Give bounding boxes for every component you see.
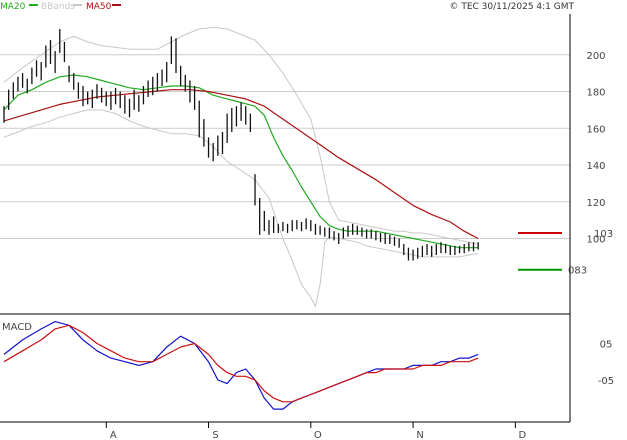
time-tick-label: D (518, 430, 526, 440)
price-tick-label: 100 (586, 235, 605, 246)
moving-averages (3, 74, 479, 249)
support-label: 083 (568, 266, 587, 277)
price-tick-label: 120 (586, 198, 605, 209)
chart-legend: MA20 BBands MA50 (0, 2, 121, 12)
macd-line (3, 321, 479, 410)
bollinger-bands (3, 26, 479, 307)
time-tick-label: S (212, 430, 218, 440)
bollinger-upper-line (3, 26, 479, 245)
price-tick-label: 200 (586, 51, 605, 62)
macd-title: MACD (2, 322, 32, 333)
legend-item-ma20: MA20 (0, 2, 26, 12)
ma20-line (3, 74, 479, 249)
price-bars (3, 29, 479, 261)
time-tick-label: O (314, 430, 322, 440)
time-tick-label: A (110, 430, 117, 440)
price-tick-label: 160 (586, 124, 605, 135)
macd-tick-label: -05 (598, 376, 614, 387)
legend-item-ma50: MA50 (86, 2, 112, 12)
macd-lines (3, 321, 479, 410)
macd-tick-label: 05 (600, 340, 613, 351)
time-tick-label: N (416, 430, 423, 440)
ma50-line (3, 89, 479, 240)
signal-line (3, 324, 479, 403)
level-markers: 103 083 (518, 229, 613, 277)
price-axis: 200 180 160 140 120 100 (586, 51, 605, 246)
macd-axis: 05 -05 (598, 340, 614, 387)
macd-panel: MACD 05 -05 (2, 321, 614, 410)
copyright-text: © TEC 30/11/2025 4:1 GMT (449, 2, 574, 12)
price-tick-label: 140 (586, 161, 605, 172)
legend-item-bbands: BBands (41, 2, 75, 12)
price-grid (0, 54, 570, 239)
price-panel: 103 083 200 180 160 140 120 100 (0, 26, 613, 307)
resistance-label: 103 (594, 229, 613, 240)
bollinger-lower-line (3, 109, 479, 307)
price-tick-label: 180 (586, 88, 605, 99)
